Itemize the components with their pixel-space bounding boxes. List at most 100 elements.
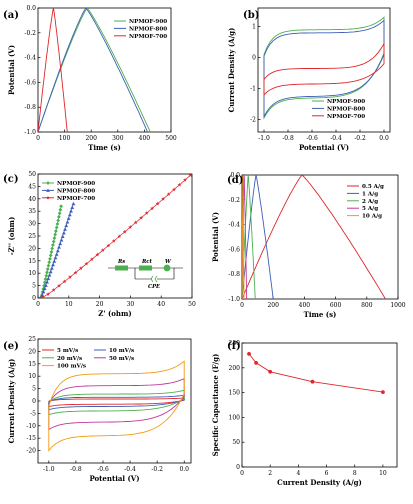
data-point — [73, 270, 78, 275]
resistor-rs — [115, 265, 128, 271]
data-point — [188, 174, 192, 177]
data-point — [51, 287, 56, 292]
legend-label: NPMOF-900 — [327, 99, 365, 105]
legend-label: 5 A/g — [362, 206, 378, 212]
x-tick-label: 0.0 — [379, 135, 389, 142]
data-point — [54, 229, 58, 233]
y-tick-label: 50 — [28, 171, 36, 178]
series-group — [247, 352, 385, 395]
x-tick-label: 100 — [59, 135, 71, 142]
y-tick-label: 15 — [28, 258, 36, 265]
series-line-2 — [42, 174, 191, 298]
x-tick-label: 8 — [353, 470, 357, 477]
legend-label: 20 mV/s — [57, 356, 82, 362]
legend-label: 1 A/g — [362, 191, 378, 197]
y-axis-label: Current Density (A/g) — [227, 28, 236, 113]
x-tick-label: 200 — [85, 135, 97, 142]
y-tick-label: 35 — [28, 208, 36, 215]
y-tick-label: 10 — [28, 270, 36, 277]
data-point — [68, 275, 72, 279]
data-point — [57, 283, 62, 288]
panel-label: (a) — [3, 10, 19, 21]
data-point — [58, 241, 63, 246]
x-tick-label: 10 — [65, 301, 73, 308]
y-tick-label: -0.2 — [228, 197, 240, 204]
series-group — [38, 8, 151, 132]
x-axis-label: Time (s) — [88, 143, 121, 152]
x-tick-label: 20 — [96, 301, 104, 308]
data-point — [48, 253, 53, 258]
data-point — [42, 286, 47, 291]
y-tick-label: -1 — [250, 86, 256, 93]
data-point — [177, 182, 182, 187]
data-point — [54, 252, 59, 256]
y-tick-label: -20 — [26, 448, 36, 455]
x-tick-label: 10 — [379, 470, 387, 477]
y-tick-label: 40 — [28, 196, 36, 203]
circuit-label: W — [165, 259, 172, 265]
data-point — [53, 232, 58, 237]
y-axis-label: Potential (V) — [7, 45, 16, 95]
data-point — [247, 352, 251, 356]
data-point — [71, 201, 76, 206]
data-point — [78, 266, 83, 270]
y-tick-label: 0.0 — [26, 5, 36, 12]
data-point — [40, 293, 45, 297]
y-tick-label: -2 — [250, 117, 256, 124]
y-tick-label: 50 — [232, 439, 240, 446]
data-point — [46, 276, 51, 281]
data-point — [106, 243, 111, 248]
data-point — [268, 369, 273, 374]
y-tick-label: -0.2 — [24, 30, 36, 37]
data-point — [161, 196, 166, 201]
legend-label: 5 mV/s — [57, 348, 78, 354]
chart-panel-4: -1.0 -0.8 -0.6 -0.4 -0.2 0.0 -20 -15 -10 -5 0 5 10 15… — [3, 336, 192, 483]
series-group — [39, 174, 192, 298]
y-tick-label: -15 — [26, 435, 36, 442]
y-tick-label: -0.8 — [24, 104, 36, 111]
y-tick-label: 25 — [28, 336, 36, 343]
data-point — [89, 257, 94, 261]
series-line-0 — [242, 175, 386, 299]
y-tick-label: -10 — [26, 423, 36, 430]
x-tick-label: 4 — [296, 470, 300, 477]
data-point — [56, 218, 61, 223]
y-tick-label: 0.0 — [230, 172, 240, 179]
data-point — [54, 225, 59, 230]
warburg-element — [163, 264, 171, 272]
x-tick-label: 400 — [299, 302, 311, 309]
y-tick-label: -0.6 — [228, 246, 240, 253]
y-tick-label: 25 — [28, 233, 36, 240]
data-point — [47, 260, 52, 265]
y-axis-label: Potential (V) — [211, 212, 220, 262]
data-point — [62, 279, 67, 284]
legend-label: NPMOF-900 — [57, 181, 95, 187]
data-point — [172, 187, 177, 192]
data-point — [139, 215, 144, 220]
x-tick-label: -1.0 — [258, 135, 270, 142]
data-point — [57, 211, 62, 216]
x-tick-label: 1000 — [390, 302, 405, 309]
x-tick-label: -0.4 — [124, 466, 136, 473]
series-line-3 — [48, 378, 185, 431]
circuit-label: Rs — [117, 259, 125, 265]
y-tick-label: 15 — [28, 361, 36, 368]
y-tick-label: -0.4 — [24, 55, 36, 62]
series-line-2 — [38, 8, 68, 132]
data-point — [52, 236, 57, 240]
y-tick-label: 5 — [32, 386, 36, 393]
x-tick-label: -0.6 — [306, 135, 318, 142]
data-point — [58, 207, 63, 212]
legend-label: NPMOF-700 — [129, 34, 167, 40]
x-axis-label: Potential (V) — [299, 143, 349, 152]
data-point — [45, 280, 49, 284]
y-tick-label: -0.8 — [228, 271, 240, 278]
data-point — [55, 248, 60, 253]
resistor-rct — [139, 265, 152, 271]
y-tick-label: 5 — [32, 283, 36, 290]
data-point — [155, 201, 160, 206]
data-point — [44, 273, 49, 278]
y-tick-label: 100 — [229, 414, 241, 421]
